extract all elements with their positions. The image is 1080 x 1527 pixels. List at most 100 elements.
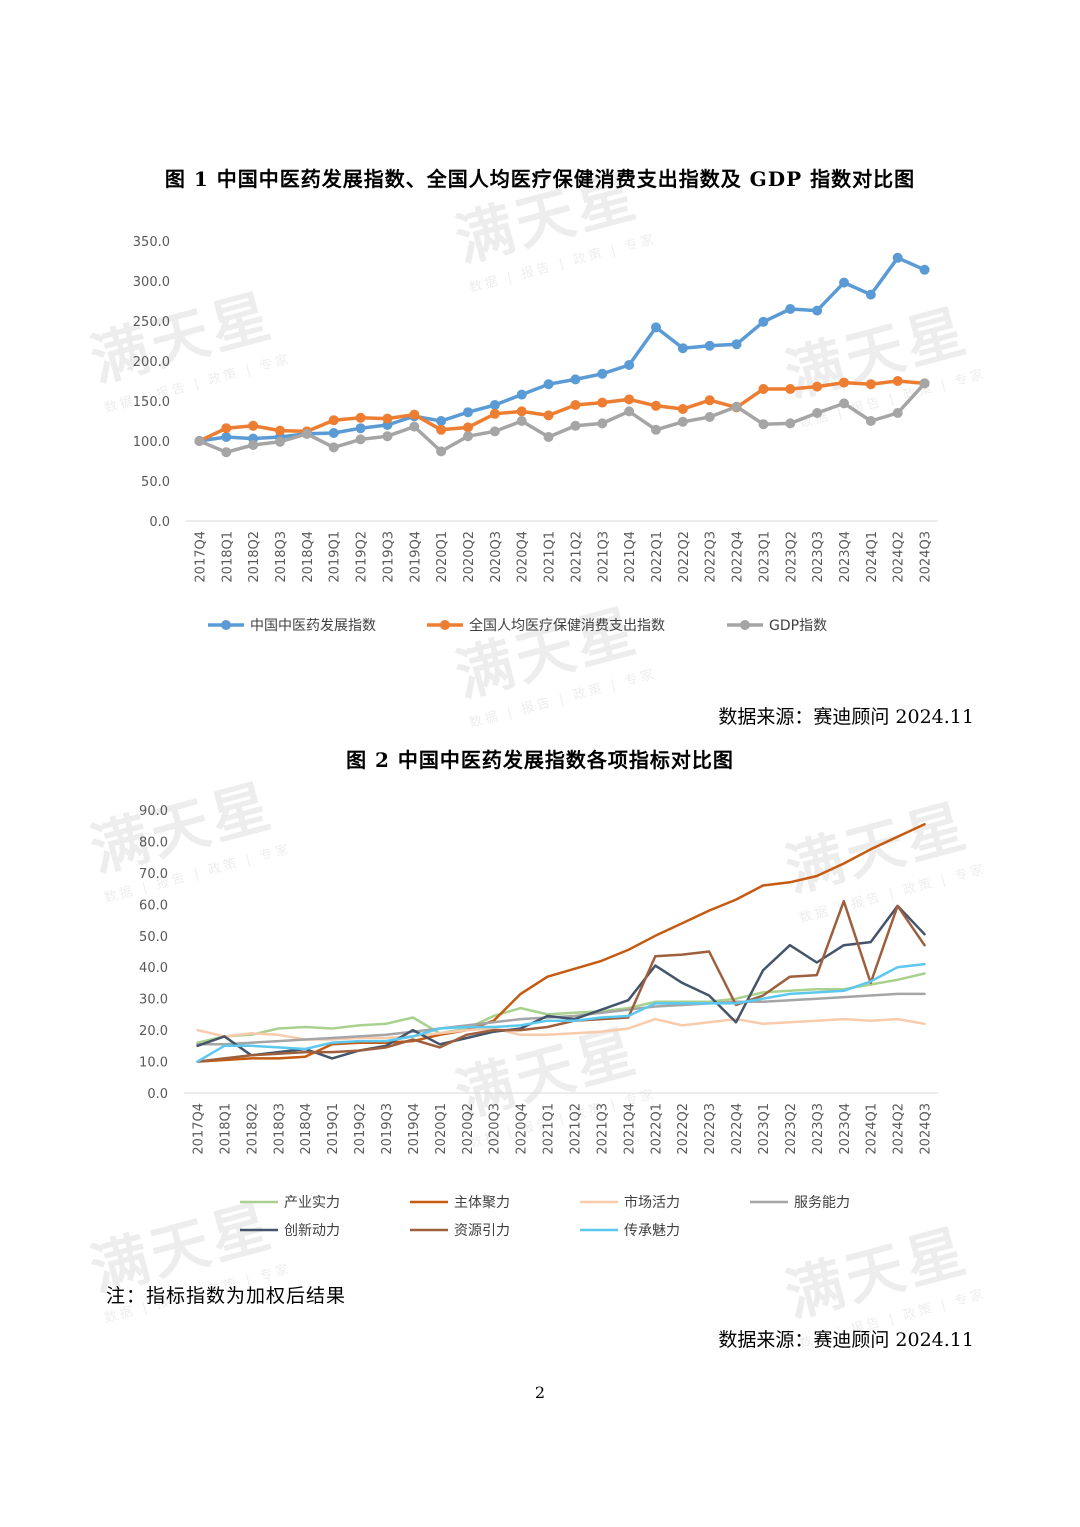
y-tick-label: 0.0 [147, 1087, 168, 1102]
x-tick-label: 2023Q4 [838, 531, 853, 583]
x-tick-label: 2023Q4 [838, 1103, 853, 1155]
data-point [382, 413, 393, 424]
x-tick-label: 2017Q4 [193, 531, 208, 583]
data-point [489, 426, 500, 437]
series-line [197, 381, 927, 454]
series-line [196, 992, 926, 1046]
x-tick-label: 2021Q1 [542, 1103, 557, 1155]
legend-label: 市场活力 [624, 1194, 680, 1211]
x-tick-label: 2019Q3 [381, 531, 396, 583]
data-point [436, 424, 447, 435]
data-point [677, 416, 688, 427]
y-tick-label: 100.0 [133, 435, 170, 450]
data-point [651, 400, 661, 411]
data-point [516, 406, 527, 417]
x-tick-label: 2019Q3 [380, 1103, 395, 1155]
data-point [409, 409, 420, 420]
figure1-title: 图 1 中国中医药发展指数、全国人均医疗保健消费支出指数及 GDP 指数对比图 [164, 167, 916, 191]
y-tick-label: 60.0 [139, 898, 168, 913]
data-point [919, 378, 930, 389]
series-line [196, 972, 926, 1044]
x-tick-label: 2023Q3 [811, 1103, 826, 1155]
x-tick-label: 2017Q4 [191, 1103, 206, 1155]
data-point [677, 404, 688, 414]
data-point [839, 377, 849, 388]
data-point [785, 418, 796, 429]
y-tick-label: 90.0 [139, 804, 168, 819]
x-tick-label: 2018Q4 [301, 531, 316, 583]
data-point [865, 379, 876, 390]
y-tick-label: 200.0 [133, 355, 170, 370]
data-point [892, 408, 903, 418]
page-number: 2 [534, 1383, 546, 1402]
data-point [839, 398, 849, 409]
data-point [301, 428, 312, 439]
series-line [197, 379, 927, 443]
x-tick-label: 2020Q3 [488, 1103, 503, 1155]
x-tick-label: 2022Q3 [703, 1103, 718, 1155]
x-tick-label: 2019Q2 [353, 1103, 368, 1155]
data-point [812, 305, 823, 316]
data-point [409, 421, 420, 432]
legend-swatch-marker [440, 620, 450, 630]
data-point [758, 384, 769, 394]
data-point [570, 374, 581, 385]
data-point [355, 423, 366, 434]
data-point [248, 440, 259, 450]
data-point [543, 379, 554, 390]
data-point [516, 389, 527, 400]
x-tick-label: 2020Q4 [515, 1103, 530, 1155]
x-tick-label: 2018Q2 [247, 531, 262, 583]
x-tick-label: 2022Q4 [731, 531, 746, 583]
data-point [624, 406, 635, 417]
legend-label: 中国中医药发展指数 [250, 618, 376, 634]
x-tick-label: 2024Q1 [865, 531, 880, 583]
data-point [731, 339, 742, 350]
legend-label: 服务能力 [794, 1195, 850, 1211]
legend-label: 创新动力 [284, 1223, 340, 1239]
x-tick-label: 2022Q4 [730, 1103, 745, 1155]
x-tick-label: 2019Q4 [407, 1103, 422, 1155]
x-tick-label: 2024Q2 [892, 531, 907, 583]
x-tick-label: 2018Q2 [245, 1103, 260, 1155]
data-point [221, 447, 232, 458]
x-tick-label: 2023Q3 [811, 531, 826, 583]
x-tick-label: 2024Q2 [892, 1103, 907, 1155]
x-tick-label: 2020Q4 [516, 531, 531, 583]
data-point [275, 425, 285, 436]
x-tick-label: 2019Q2 [355, 531, 370, 583]
data-point [463, 431, 473, 442]
legend-label: 全国人均医疗保健消费支出指数 [469, 617, 665, 634]
y-tick-label: 20.0 [139, 1024, 168, 1039]
x-tick-label: 2018Q1 [220, 531, 235, 583]
x-tick-label: 2023Q1 [757, 1103, 772, 1155]
data-point [677, 343, 688, 354]
x-tick-label: 2022Q2 [677, 531, 692, 583]
x-tick-label: 2018Q1 [218, 1103, 233, 1155]
series-line [196, 904, 926, 1060]
y-tick-label: 10.0 [139, 1056, 168, 1071]
data-point [248, 420, 259, 431]
data-point [785, 304, 796, 314]
x-tick-label: 2024Q3 [919, 1103, 934, 1155]
x-tick-label: 2022Q2 [676, 1103, 691, 1155]
data-point [489, 408, 500, 419]
x-tick-label: 2021Q4 [623, 531, 638, 583]
data-point [624, 360, 635, 370]
x-tick-label: 2020Q1 [435, 531, 450, 583]
data-point [597, 397, 608, 408]
x-tick-label: 2018Q3 [274, 531, 289, 583]
x-tick-label: 2018Q3 [272, 1103, 287, 1155]
x-tick-label: 2021Q2 [568, 1103, 583, 1155]
x-tick-label: 2022Q1 [649, 1103, 664, 1155]
y-tick-label: 40.0 [139, 961, 168, 976]
data-point [463, 407, 473, 418]
figure2-note: 注：指标指数为加权后结果 [106, 1285, 347, 1307]
series-line [196, 1017, 926, 1041]
x-tick-label: 2020Q2 [462, 531, 477, 583]
data-point [516, 416, 527, 426]
figure2-chart: 0.0 10.0 20.0 30.0 40.0 50.0 60.0 70.0 80.0 90.0 2… [139, 804, 938, 1239]
data-point [436, 416, 447, 426]
legend-swatch-marker [740, 620, 750, 630]
x-tick-label: 2023Q1 [757, 531, 772, 583]
